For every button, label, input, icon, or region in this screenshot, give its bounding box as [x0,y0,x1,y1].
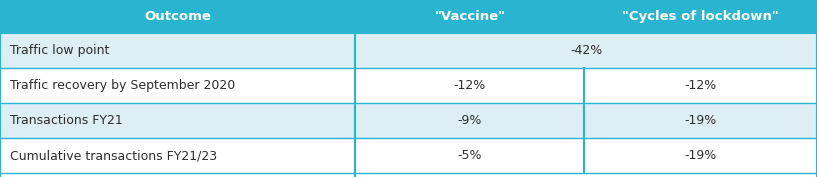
Text: -12%: -12% [685,79,717,92]
Bar [0,33,817,68]
Text: -9%: -9% [458,114,482,127]
Bar [584,0,817,33]
Text: Cumulative transactions FY21/23: Cumulative transactions FY21/23 [10,149,217,162]
Text: -12%: -12% [453,79,486,92]
Text: Outcome: Outcome [145,10,211,23]
Text: Transactions FY21: Transactions FY21 [10,114,123,127]
Text: Traffic low point: Traffic low point [10,44,109,57]
Text: Traffic recovery by September 2020: Traffic recovery by September 2020 [10,79,235,92]
Bar [0,68,817,103]
Text: -19%: -19% [685,114,717,127]
Text: "Vaccine": "Vaccine" [435,10,505,23]
Text: "Cycles of lockdown": "Cycles of lockdown" [623,10,779,23]
Bar [355,0,584,33]
Text: -19%: -19% [685,149,717,162]
Bar [0,138,817,173]
Text: -5%: -5% [458,149,482,162]
Text: -42%: -42% [570,44,602,57]
Bar [0,103,817,138]
Bar [0,0,355,33]
